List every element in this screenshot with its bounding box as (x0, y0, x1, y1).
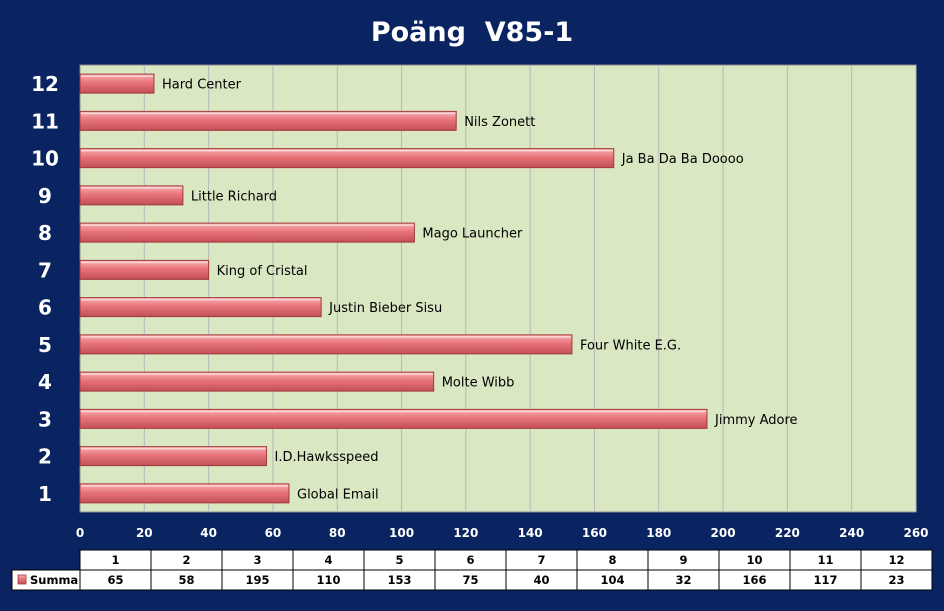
x-tick-label: 60 (265, 526, 282, 540)
legend-series-name: Summa (30, 573, 78, 587)
table-header-cell: 10 (746, 553, 762, 567)
bar-label: Nils Zonett (464, 115, 535, 130)
table-value-cell: 104 (600, 573, 624, 587)
bar-label: Justin Bieber Sisu (328, 301, 442, 316)
table-value-cell: 65 (107, 573, 123, 587)
y-category-label: 9 (38, 184, 52, 208)
x-tick-label: 160 (582, 526, 607, 540)
x-tick-label: 260 (903, 526, 928, 540)
bar (79, 371, 435, 392)
table-value-cell: 153 (387, 573, 411, 587)
x-tick-label: 80 (329, 526, 346, 540)
table-value-cell: 23 (888, 573, 904, 587)
y-category-label: 8 (38, 221, 52, 245)
x-tick-label: 240 (839, 526, 864, 540)
x-tick-label: 180 (646, 526, 671, 540)
bar (79, 483, 290, 504)
table-value-cell: 32 (675, 573, 691, 587)
table-header-cell: 12 (888, 553, 904, 567)
table-value-cell: 58 (178, 573, 194, 587)
data-table: Summa 1 65 2 58 3 195 4 110 5 153 6 75 7 40 8 104 9 32 10 16… (11, 549, 933, 591)
y-category-label: 11 (31, 109, 59, 133)
x-tick-label: 220 (775, 526, 800, 540)
y-category-label: 2 (38, 445, 52, 469)
table-value-cell: 117 (813, 573, 837, 587)
table-value-cell: 195 (245, 573, 269, 587)
y-category-label: 10 (31, 147, 59, 171)
y-category-label: 3 (38, 407, 52, 431)
table-value-cell: 166 (742, 573, 766, 587)
x-tick-label: 100 (389, 526, 414, 540)
bar-label: I.D.Hawksspeed (274, 450, 378, 465)
bar (79, 73, 155, 94)
bar (79, 185, 184, 206)
y-category-label: 12 (31, 72, 59, 96)
y-category-label: 1 (38, 482, 52, 506)
y-category-label: 7 (38, 258, 52, 282)
bar-label: King of Cristal (217, 264, 308, 279)
table-header-cell: 6 (466, 553, 474, 567)
bar (79, 408, 708, 429)
x-tick-label: 40 (200, 526, 217, 540)
table-header-cell: 8 (608, 553, 616, 567)
bar (79, 297, 322, 318)
bar-label: Molte Wibb (442, 376, 515, 391)
plot-area: 0 20 40 60 80 100 120 140 160 180 200 220 240 260 Glob… (31, 64, 929, 540)
bar (79, 110, 457, 131)
table-header-cell: 2 (182, 553, 190, 567)
bar-label: Mago Launcher (422, 227, 523, 242)
table-header-cell: 9 (679, 553, 687, 567)
x-tick-label: 140 (518, 526, 543, 540)
x-tick-label: 20 (136, 526, 153, 540)
bar-label: Four White E.G. (580, 338, 681, 353)
table-header-cell: 5 (395, 553, 403, 567)
bar (79, 334, 573, 355)
table-header-cell: 4 (324, 553, 332, 567)
table-value-cell: 75 (462, 573, 478, 587)
x-tick-label: 200 (711, 526, 736, 540)
bar (79, 222, 415, 243)
y-category-label: 5 (38, 333, 52, 357)
bar-label: Little Richard (191, 189, 277, 204)
y-category-label: 6 (38, 296, 52, 320)
bar-label: Hard Center (162, 78, 242, 93)
y-category-label: 4 (38, 370, 52, 394)
table-value-cell: 40 (533, 573, 549, 587)
table-header-cell: 7 (537, 553, 545, 567)
bar (79, 148, 615, 169)
bar (79, 446, 267, 467)
bar (79, 259, 210, 280)
bar-label: Jimmy Adore (714, 413, 798, 428)
plot-background (79, 64, 917, 513)
x-tick-label: 120 (453, 526, 478, 540)
table-header-cell: 1 (111, 553, 119, 567)
x-tick-label: 0 (76, 526, 84, 540)
table-header-cell: 3 (253, 553, 261, 567)
table-header-cell: 11 (817, 553, 833, 567)
legend-key (17, 574, 27, 585)
table-value-cell: 110 (316, 573, 340, 587)
chart-title: Poäng V85-1 (371, 17, 573, 48)
bar-label: Ja Ba Da Ba Doooo (621, 152, 744, 167)
bar-label: Global Email (297, 487, 379, 502)
